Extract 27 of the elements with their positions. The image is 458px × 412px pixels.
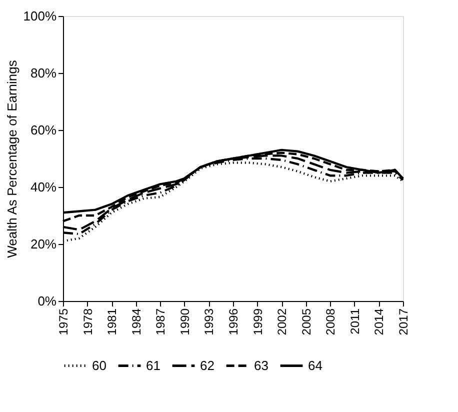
x-tick-label: 1996: [226, 308, 240, 336]
x-tick-label: 2002: [275, 308, 290, 336]
y-tick-label: 20%: [30, 236, 57, 252]
x-tick-label: 1981: [105, 308, 120, 336]
x-tick-label: 2017: [396, 308, 410, 336]
x-tick-label: 1999: [250, 308, 265, 336]
y-tick-label: 40%: [30, 180, 57, 194]
x-tick-label: 1987: [154, 308, 168, 336]
y-tick-label: 60%: [30, 122, 57, 138]
legend-label: 62: [200, 358, 214, 373]
x-tick-label: 2011: [348, 308, 362, 334]
y-tick-label: 0%: [38, 294, 57, 308]
legend-label: 60: [92, 358, 106, 373]
x-tick-label: 1993: [202, 308, 216, 336]
legend-label: 64: [308, 358, 322, 373]
y-tick-label: 100%: [23, 8, 57, 24]
x-tick-label: 1984: [129, 308, 144, 336]
x-tick-label: 2005: [299, 308, 314, 336]
x-tick-label: 1990: [178, 308, 192, 336]
x-tick-label: 1978: [80, 308, 95, 336]
x-tick-label: 2008: [324, 308, 338, 336]
y-tick-label: 80%: [30, 66, 57, 80]
legend-label: 63: [254, 358, 268, 373]
x-tick-label: 1975: [56, 308, 70, 336]
x-tick-label: 2014: [372, 308, 386, 336]
legend-label: 61: [146, 358, 160, 373]
y-axis-title: Wealth As Percentage of Earnings: [4, 60, 20, 258]
